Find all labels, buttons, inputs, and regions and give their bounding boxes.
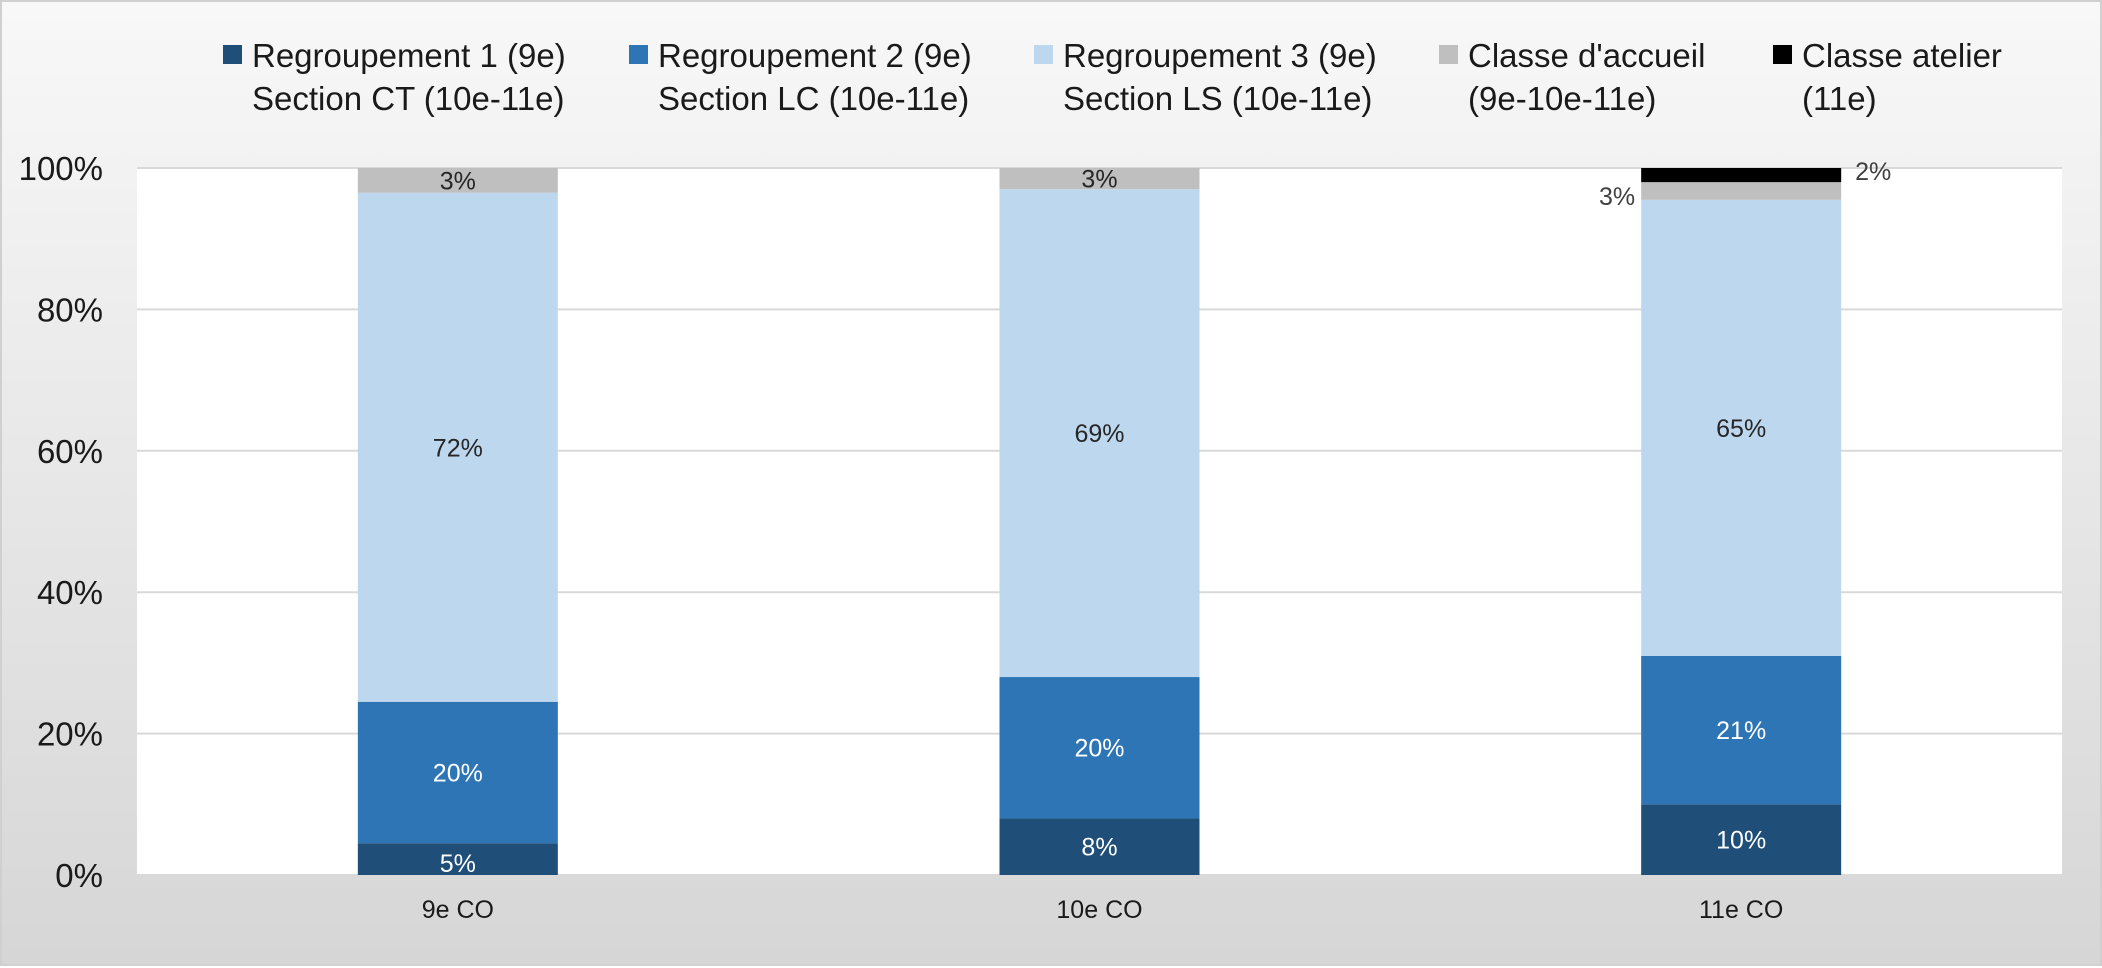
y-tick-label: 100% — [19, 150, 103, 187]
bar-segment — [999, 189, 1200, 678]
data-label: 5% — [440, 850, 476, 878]
legend-line: (11e) — [1802, 80, 1877, 117]
legend-swatch-regroupement-1 — [223, 45, 242, 64]
y-tick-label: 80% — [37, 291, 103, 328]
bar-segment — [1641, 655, 1842, 805]
bar-segment — [999, 677, 1200, 819]
legend-label-regroupement-1: Regroupement 1 (9e) Section CT (10e-11e) — [252, 34, 566, 120]
bar-segment — [999, 818, 1200, 875]
legend-item-regroupement-1: Regroupement 1 (9e) Section CT (10e-11e) — [223, 34, 566, 120]
legend-item-classe-atelier: Classe atelier (11e) — [1773, 34, 2002, 120]
legend-item-regroupement-3: Regroupement 3 (9e) Section LS (10e-11e) — [1034, 34, 1377, 120]
data-label: 20% — [1074, 735, 1124, 763]
legend-swatch-regroupement-2 — [629, 45, 648, 64]
y-tick-label: 40% — [37, 574, 103, 611]
bar-segment — [1641, 168, 1842, 183]
bar-segment — [357, 168, 558, 193]
legend-line: Section LS (10e-11e) — [1063, 80, 1373, 117]
data-label: 3% — [440, 167, 476, 195]
x-tick-label: 11e CO — [1699, 896, 1783, 924]
data-label: 21% — [1716, 717, 1766, 745]
legend-line: Regroupement 2 (9e) — [658, 37, 972, 74]
legend-label-classe-atelier: Classe atelier (11e) — [1802, 34, 2002, 120]
legend-line: Section CT (10e-11e) — [252, 80, 565, 117]
bar-segment — [1641, 199, 1842, 656]
legend-swatch-classe-accueil — [1439, 45, 1458, 64]
legend-swatch-regroupement-3 — [1034, 45, 1053, 64]
legend-line: Section LC (10e-11e) — [658, 80, 970, 117]
legend-item-regroupement-2: Regroupement 2 (9e) Section LC (10e-11e) — [629, 34, 972, 120]
bar-segment — [357, 843, 558, 875]
x-tick-label: 10e CO — [1056, 896, 1142, 924]
data-label: 72% — [433, 434, 483, 462]
bar-segment — [999, 168, 1200, 190]
data-label: 65% — [1716, 415, 1766, 443]
y-tick-label: 20% — [37, 716, 103, 753]
data-label: 69% — [1074, 420, 1124, 448]
data-label: 10% — [1716, 827, 1766, 855]
data-label: 2% — [1855, 158, 1891, 186]
bar-segment — [1641, 804, 1842, 875]
bar-segment — [357, 192, 558, 702]
legend-label-regroupement-3: Regroupement 3 (9e) Section LS (10e-11e) — [1063, 34, 1377, 120]
legend-swatch-classe-atelier — [1773, 45, 1792, 64]
legend-line: Regroupement 1 (9e) — [252, 37, 566, 74]
legend-item-classe-accueil: Classe d'accueil (9e-10e-11e) — [1439, 34, 1705, 120]
legend-line: Regroupement 3 (9e) — [1063, 37, 1377, 74]
legend-label-classe-accueil: Classe d'accueil (9e-10e-11e) — [1468, 34, 1705, 120]
y-tick-label: 0% — [55, 857, 103, 894]
bar-segment — [357, 701, 558, 844]
bar-segment — [1641, 182, 1842, 200]
legend-line: Classe atelier — [1802, 37, 2002, 74]
legend-line: Classe d'accueil — [1468, 37, 1706, 74]
legend-line: (9e-10e-11e) — [1468, 80, 1657, 117]
data-label: 8% — [1081, 834, 1117, 862]
y-tick-label: 60% — [37, 433, 103, 470]
legend-label-regroupement-2: Regroupement 2 (9e) Section LC (10e-11e) — [658, 34, 972, 120]
data-label: 3% — [1599, 183, 1635, 211]
data-label: 20% — [433, 759, 483, 787]
x-tick-label: 9e CO — [422, 896, 494, 924]
data-label: 3% — [1081, 166, 1117, 194]
legend: Regroupement 1 (9e) Section CT (10e-11e)… — [2, 2, 2102, 152]
